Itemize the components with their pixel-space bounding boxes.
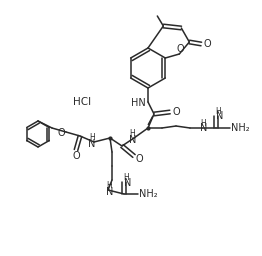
Text: H: H xyxy=(123,174,129,183)
Text: O: O xyxy=(172,107,180,117)
Text: NH₂: NH₂ xyxy=(231,123,249,133)
Text: H: H xyxy=(129,130,135,138)
Text: HN: HN xyxy=(131,98,146,108)
Text: O: O xyxy=(135,154,143,164)
Text: N: N xyxy=(88,139,96,149)
Text: O: O xyxy=(72,151,80,161)
Text: N: N xyxy=(216,111,224,121)
Text: H: H xyxy=(89,133,95,143)
Text: O: O xyxy=(57,128,65,138)
Text: HCl: HCl xyxy=(73,97,91,107)
Text: N: N xyxy=(106,187,114,197)
Text: NH₂: NH₂ xyxy=(139,189,157,199)
Text: N: N xyxy=(129,135,137,145)
Text: H: H xyxy=(215,108,221,116)
Text: H: H xyxy=(200,119,206,127)
Text: H: H xyxy=(106,182,112,190)
Text: N: N xyxy=(124,178,132,188)
Text: N: N xyxy=(200,123,208,133)
Text: O: O xyxy=(177,44,184,54)
Text: O: O xyxy=(204,39,211,49)
